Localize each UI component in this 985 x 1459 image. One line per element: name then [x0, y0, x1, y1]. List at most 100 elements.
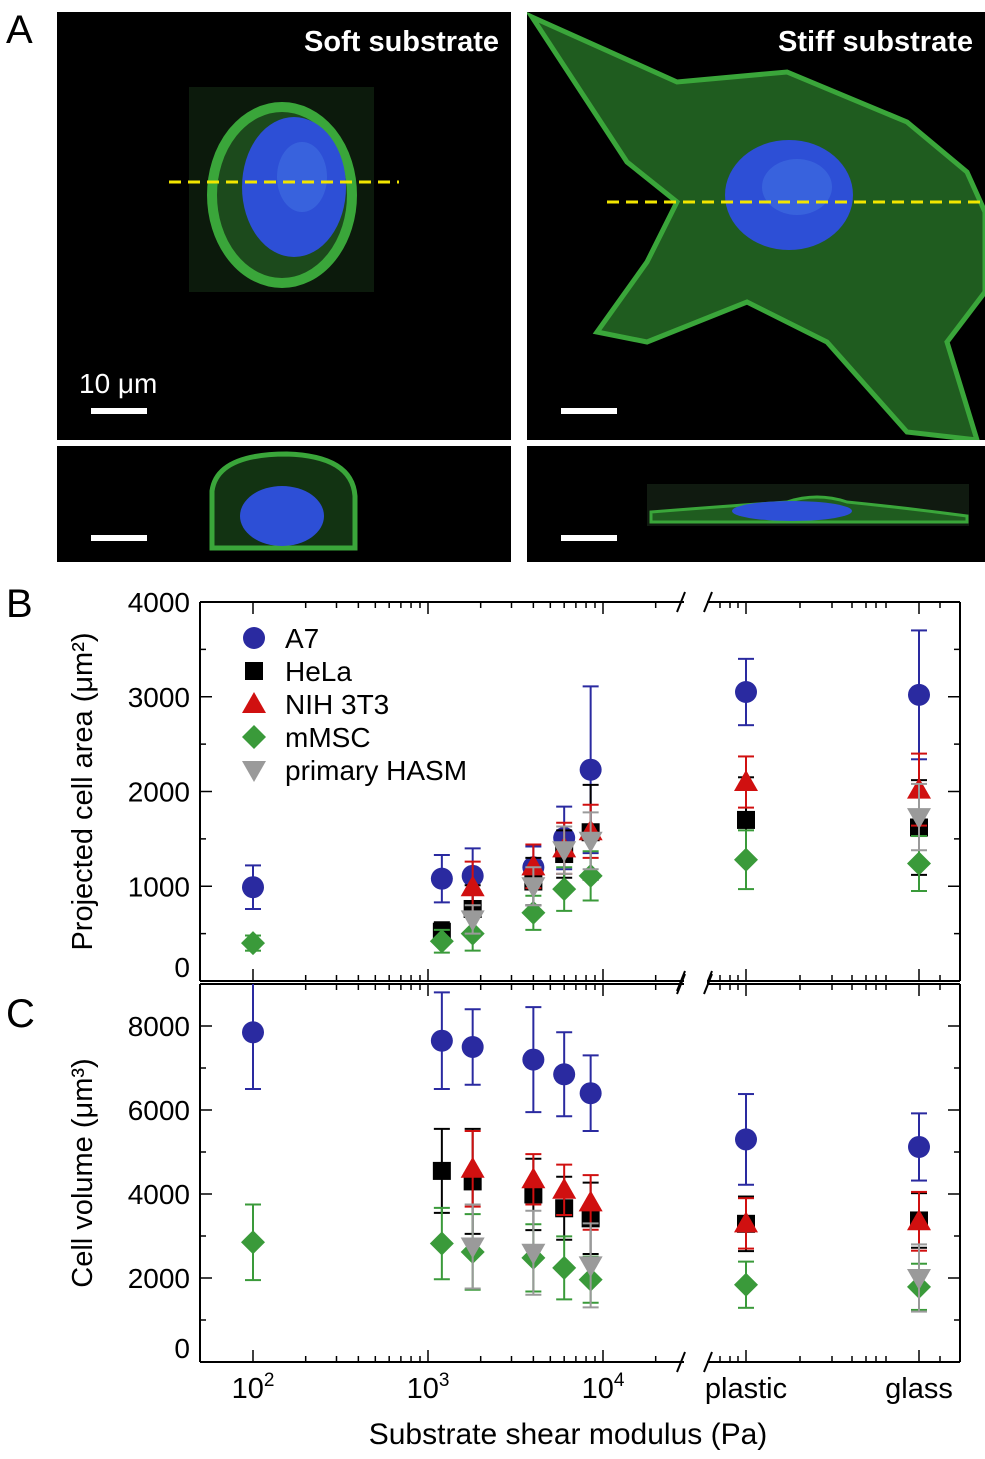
y-tick-label: 0 [174, 952, 190, 983]
scale-bar [91, 535, 147, 541]
data-point-a7 [522, 1048, 545, 1071]
y-tick-label: 2000 [128, 777, 190, 808]
data-point-primary-hasm [907, 1269, 931, 1290]
data-point-a7 [430, 867, 453, 890]
axis-break-mark [703, 1351, 713, 1373]
y-tick-label: 2000 [128, 1263, 190, 1294]
panel-b-label: B [6, 582, 33, 626]
data-point-mmsc [429, 1231, 454, 1256]
scale-bar [561, 408, 617, 414]
data-point-a7 [908, 683, 930, 706]
data-point-nih-3t3 [578, 1190, 603, 1212]
soft-substrate-side-image [57, 446, 511, 562]
data-point-mmsc [907, 851, 931, 876]
legend-marker [243, 627, 265, 649]
y-tick-label: 8000 [128, 1011, 190, 1042]
scale-bar [561, 535, 617, 541]
data-point-primary-hasm [460, 910, 485, 932]
data-point-a7 [242, 1021, 264, 1044]
x-tick-label: 102 [232, 1370, 275, 1405]
x-tick-label: glass [885, 1373, 953, 1405]
axis-break-mark [676, 591, 686, 613]
panel-c-label: C [6, 992, 35, 1036]
legend-marker [242, 761, 266, 782]
data-point-a7 [908, 1135, 930, 1158]
scale-bar [91, 408, 147, 414]
axis-break-mark [676, 1351, 686, 1373]
data-point-primary-hasm [907, 808, 931, 830]
y-tick-label: 0 [174, 1333, 190, 1364]
x-tick-label: plastic [705, 1373, 787, 1405]
scale-bar-label: 10 μm [79, 368, 158, 399]
stiff-substrate-top-image: Stiff substrate [527, 12, 985, 440]
data-point-a7 [430, 1029, 453, 1052]
data-point-primary-hasm [552, 841, 577, 863]
axis-break-gap [684, 594, 707, 610]
data-point-nih-3t3 [521, 854, 546, 876]
data-point-nih-3t3 [907, 1209, 931, 1231]
legend-label: HeLa [285, 656, 352, 687]
x-axis-label: Substrate shear modulus (Pa) [369, 1418, 768, 1451]
data-point-mmsc [521, 900, 546, 925]
data-point-a7 [242, 876, 264, 899]
data-point-mmsc [734, 847, 758, 872]
data-point-mmsc [429, 929, 454, 954]
legend-label: primary HASM [285, 755, 467, 786]
legend-marker [242, 725, 266, 749]
y-tick-label: 6000 [128, 1095, 190, 1126]
x-tick-label: 103 [407, 1370, 450, 1405]
axis-break-mark [676, 973, 686, 995]
data-point-hela [432, 1161, 451, 1180]
y-tick-label: 4000 [128, 587, 190, 618]
panel-a-label: A [6, 8, 33, 52]
data-point-a7 [579, 758, 602, 781]
data-point-nih-3t3 [552, 1177, 577, 1199]
data-point-primary-hasm [578, 1256, 603, 1278]
stiff-substrate-side-image [527, 446, 985, 562]
data-point-a7 [735, 1128, 757, 1151]
stiff-cell-sideview [647, 484, 969, 526]
data-point-primary-hasm [521, 1243, 546, 1265]
y-tick-label: 1000 [128, 871, 190, 902]
legend-marker [242, 692, 266, 713]
data-point-a7 [735, 681, 757, 704]
data-point-mmsc [241, 931, 265, 956]
data-point-nih-3t3 [734, 770, 758, 792]
y-axis-label: Cell volume (μm³) [67, 1058, 99, 1287]
stiff-substrate-title: Stiff substrate [778, 26, 973, 58]
axis-break-mark [703, 591, 713, 613]
data-point-primary-hasm [460, 1237, 485, 1259]
soft-cell-topview [169, 87, 399, 292]
x-tick-label: 104 [582, 1370, 625, 1405]
y-axis-label: Projected cell area (μm²) [67, 632, 99, 950]
axis-break-gap [684, 1354, 707, 1370]
soft-substrate-title: Soft substrate [304, 26, 499, 58]
soft-substrate-top-image: Soft substrate 10 μm [57, 12, 511, 440]
soft-cell-sideview [209, 451, 358, 551]
data-point-a7 [579, 1082, 602, 1105]
data-point-primary-hasm [578, 831, 603, 853]
data-point-mmsc [552, 1255, 577, 1280]
data-point-hela [737, 810, 755, 829]
axis-break-gap [684, 976, 707, 992]
data-point-nih-3t3 [734, 1211, 758, 1233]
data-point-mmsc [241, 1230, 265, 1255]
y-tick-label: 3000 [128, 682, 190, 713]
y-tick-label: 4000 [128, 1179, 190, 1210]
legend-marker [245, 662, 263, 680]
data-point-nih-3t3 [521, 1167, 546, 1189]
data-point-nih-3t3 [460, 1156, 485, 1178]
data-point-a7 [461, 1036, 484, 1058]
data-point-a7 [553, 1063, 576, 1086]
data-point-primary-hasm [521, 877, 546, 899]
legend-label: A7 [285, 623, 319, 654]
stiff-cell-topview [527, 12, 985, 440]
data-point-nih-3t3 [460, 875, 485, 897]
legend-label: NIH 3T3 [285, 689, 389, 720]
axis-break-mark [676, 970, 686, 992]
legend-label: mMSC [285, 722, 371, 753]
data-point-mmsc [552, 877, 577, 902]
axis-break-mark [703, 973, 713, 995]
data-point-mmsc [734, 1272, 758, 1297]
